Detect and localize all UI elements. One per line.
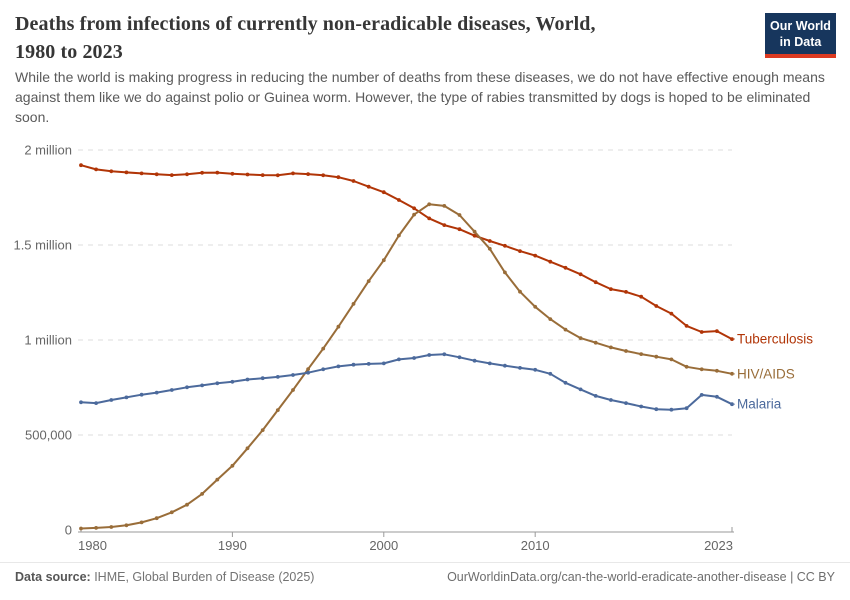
owid-logo[interactable]: Our World in Data: [765, 13, 836, 58]
chart-title: Deaths from infections of currently non-…: [15, 10, 596, 66]
owid-logo-text-line1: Our World: [770, 19, 831, 33]
y-axis-tick-label: 1.5 million: [13, 238, 72, 253]
footer-divider: [0, 562, 850, 563]
series-label-malaria[interactable]: Malaria: [737, 397, 782, 412]
series-label-hiv-aids[interactable]: HIV/AIDS: [737, 366, 795, 381]
data-source-value[interactable]: IHME, Global Burden of Disease (2025): [90, 570, 315, 584]
series-label-tuberculosis[interactable]: Tuberculosis: [737, 332, 813, 347]
y-axis-tick-label: 1 million: [24, 333, 72, 348]
x-axis-tick-label: 1980: [78, 538, 107, 553]
y-axis-tick-label: 500,000: [25, 428, 72, 443]
data-source-label: Data source:: [15, 570, 91, 584]
series-points-hiv-aids[interactable]: [79, 202, 734, 531]
series-line-tuberculosis[interactable]: [80, 164, 733, 341]
x-axis-tick-label: 2000: [369, 538, 398, 553]
series-line-hiv-aids[interactable]: [80, 203, 733, 530]
series-points-malaria[interactable]: [79, 352, 734, 412]
footer-link[interactable]: OurWorldinData.org/can-the-world-eradica…: [447, 570, 835, 584]
y-axis-tick-label: 2 million: [24, 143, 72, 158]
owid-logo-text-line2: in Data: [779, 35, 822, 49]
chart-subtitle: While the world is making progress in re…: [15, 69, 825, 125]
x-axis-tick-label: 2010: [521, 538, 550, 553]
data-source: Data source: IHME, Global Burden of Dise…: [15, 570, 314, 584]
x-axis-tick-label: 1990: [218, 538, 247, 553]
x-axis-tick-label: 2023: [704, 538, 733, 553]
series-points-tuberculosis[interactable]: [79, 163, 734, 341]
chart-title-line1: Deaths from infections of currently non-…: [15, 13, 596, 35]
series-line-malaria[interactable]: [80, 353, 733, 411]
chart-footer: Data source: IHME, Global Burden of Dise…: [15, 570, 835, 584]
y-axis-tick-label: 0: [65, 523, 72, 538]
chart-title-line2: 1980 to 2023: [15, 41, 123, 63]
line-chart: 0 500,000 1 million 1.5 million 2 million 198…: [13, 143, 813, 554]
